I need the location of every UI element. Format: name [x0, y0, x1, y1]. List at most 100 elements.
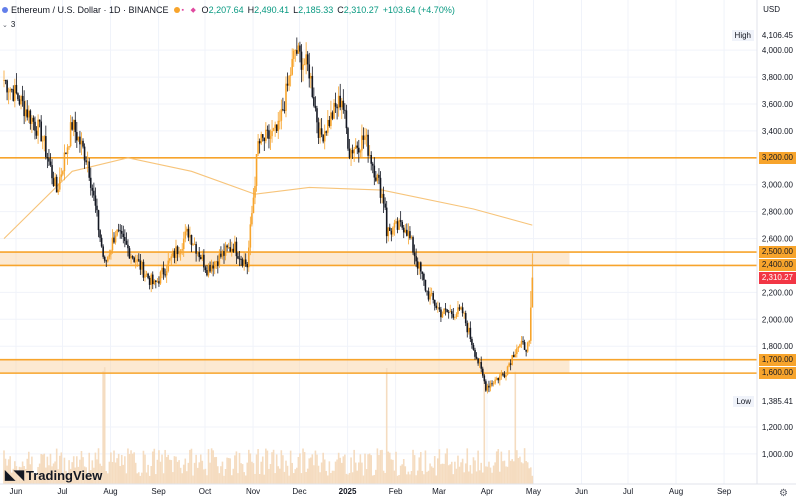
candle-body	[105, 260, 108, 262]
candle-body	[505, 374, 507, 378]
volume-bar	[12, 468, 15, 484]
volume-bar	[305, 471, 307, 484]
volume-bar	[395, 451, 397, 484]
tradingview-logo[interactable]: ◣◥ TradingView	[5, 467, 102, 483]
candle-body	[466, 323, 469, 333]
candle-body	[514, 353, 517, 358]
volume-bar	[24, 468, 27, 484]
candle-body	[24, 109, 27, 117]
gear-icon[interactable]: ⚙	[779, 488, 788, 499]
volume-bar	[32, 473, 35, 484]
volume-bar	[260, 461, 262, 484]
candle-body	[468, 327, 470, 333]
volume-bar	[243, 472, 245, 484]
x-tick-label: Apr	[481, 487, 494, 496]
volume-bar	[463, 472, 465, 484]
volume-bar	[107, 473, 109, 484]
candle-body	[182, 238, 185, 250]
candle-body	[274, 124, 276, 129]
volume-bar	[192, 475, 194, 484]
candle-body	[520, 341, 523, 345]
volume-bar	[124, 456, 126, 484]
x-tick-label: Feb	[389, 487, 403, 496]
volume-bar	[254, 473, 256, 484]
candle-body	[9, 88, 11, 92]
volume-bar	[430, 466, 433, 484]
volume-bar	[379, 450, 382, 484]
candle-body	[97, 210, 100, 231]
candle-body	[450, 311, 453, 315]
candle-body	[198, 252, 201, 258]
volume-bar	[119, 466, 122, 484]
candle-body	[412, 237, 414, 253]
candle-body	[230, 248, 233, 252]
volume-bar	[296, 467, 298, 484]
candle-body	[469, 327, 472, 339]
volume-bar	[285, 460, 287, 484]
volume-bar	[396, 475, 399, 484]
volume-bar	[514, 371, 517, 484]
candle-body	[181, 249, 183, 251]
candle-body	[69, 122, 72, 147]
volume-bar	[57, 469, 60, 484]
candle-body	[31, 117, 33, 124]
volume-bar	[418, 457, 421, 484]
tradingview-wordmark: TradingView	[26, 467, 103, 483]
market-status-icon[interactable]	[173, 7, 180, 13]
candle-body	[317, 122, 320, 138]
candle-body	[280, 109, 283, 121]
candle-body	[246, 264, 249, 268]
candle-body	[429, 294, 431, 300]
candle-body	[207, 265, 210, 276]
volume-bar	[251, 461, 253, 484]
volume-bar	[55, 448, 58, 484]
volume-bar	[96, 459, 98, 484]
volume-bar	[65, 470, 67, 484]
candle-body	[525, 349, 527, 352]
volume-bar	[421, 470, 424, 484]
candle-body	[309, 75, 312, 79]
candle-body	[158, 281, 160, 284]
volume-bar	[74, 467, 77, 484]
volume-bar	[213, 457, 216, 484]
candle-body	[220, 253, 222, 257]
volume-bar	[265, 448, 267, 484]
volume-bar	[468, 471, 470, 484]
volume-bar	[158, 450, 160, 484]
volume-bar	[331, 470, 334, 484]
candle-body	[254, 185, 256, 198]
volume-bar	[159, 461, 162, 484]
symbol-legend[interactable]: Ethereum / U.S. Dollar · 1D · BINANCE ▪ …	[2, 3, 455, 17]
volume-bar	[82, 457, 84, 484]
share-icon[interactable]: ◆	[190, 6, 196, 14]
candle-body	[399, 220, 402, 222]
session-high-value: 4,106.45	[761, 30, 793, 40]
volume-bar	[240, 463, 242, 484]
volume-bar	[410, 471, 413, 484]
volume-bar	[94, 452, 97, 484]
candle-body	[210, 265, 213, 272]
chevron-down-icon[interactable]: ⌄	[2, 21, 8, 29]
indicators-toggle[interactable]: ⌄ 3	[2, 20, 15, 29]
volume-bar	[334, 461, 337, 484]
candle-body	[168, 258, 171, 261]
volume-bar	[489, 467, 492, 484]
currency-label[interactable]: USD	[763, 5, 780, 14]
volume-bar	[10, 472, 13, 484]
candle-body	[463, 313, 465, 314]
flag-icon[interactable]: ▪	[181, 6, 185, 14]
volume-bar	[153, 448, 156, 484]
candle-body	[364, 136, 366, 140]
candle-body	[390, 230, 393, 235]
volume-bar	[429, 463, 431, 484]
volume-bar	[367, 454, 369, 484]
candle-body	[237, 256, 239, 259]
volume-bar	[218, 473, 221, 484]
volume-bar	[99, 463, 101, 484]
volume-bar	[186, 471, 188, 484]
volume-bar	[38, 463, 41, 484]
candle-body	[261, 134, 264, 138]
volume-bar	[184, 458, 187, 484]
